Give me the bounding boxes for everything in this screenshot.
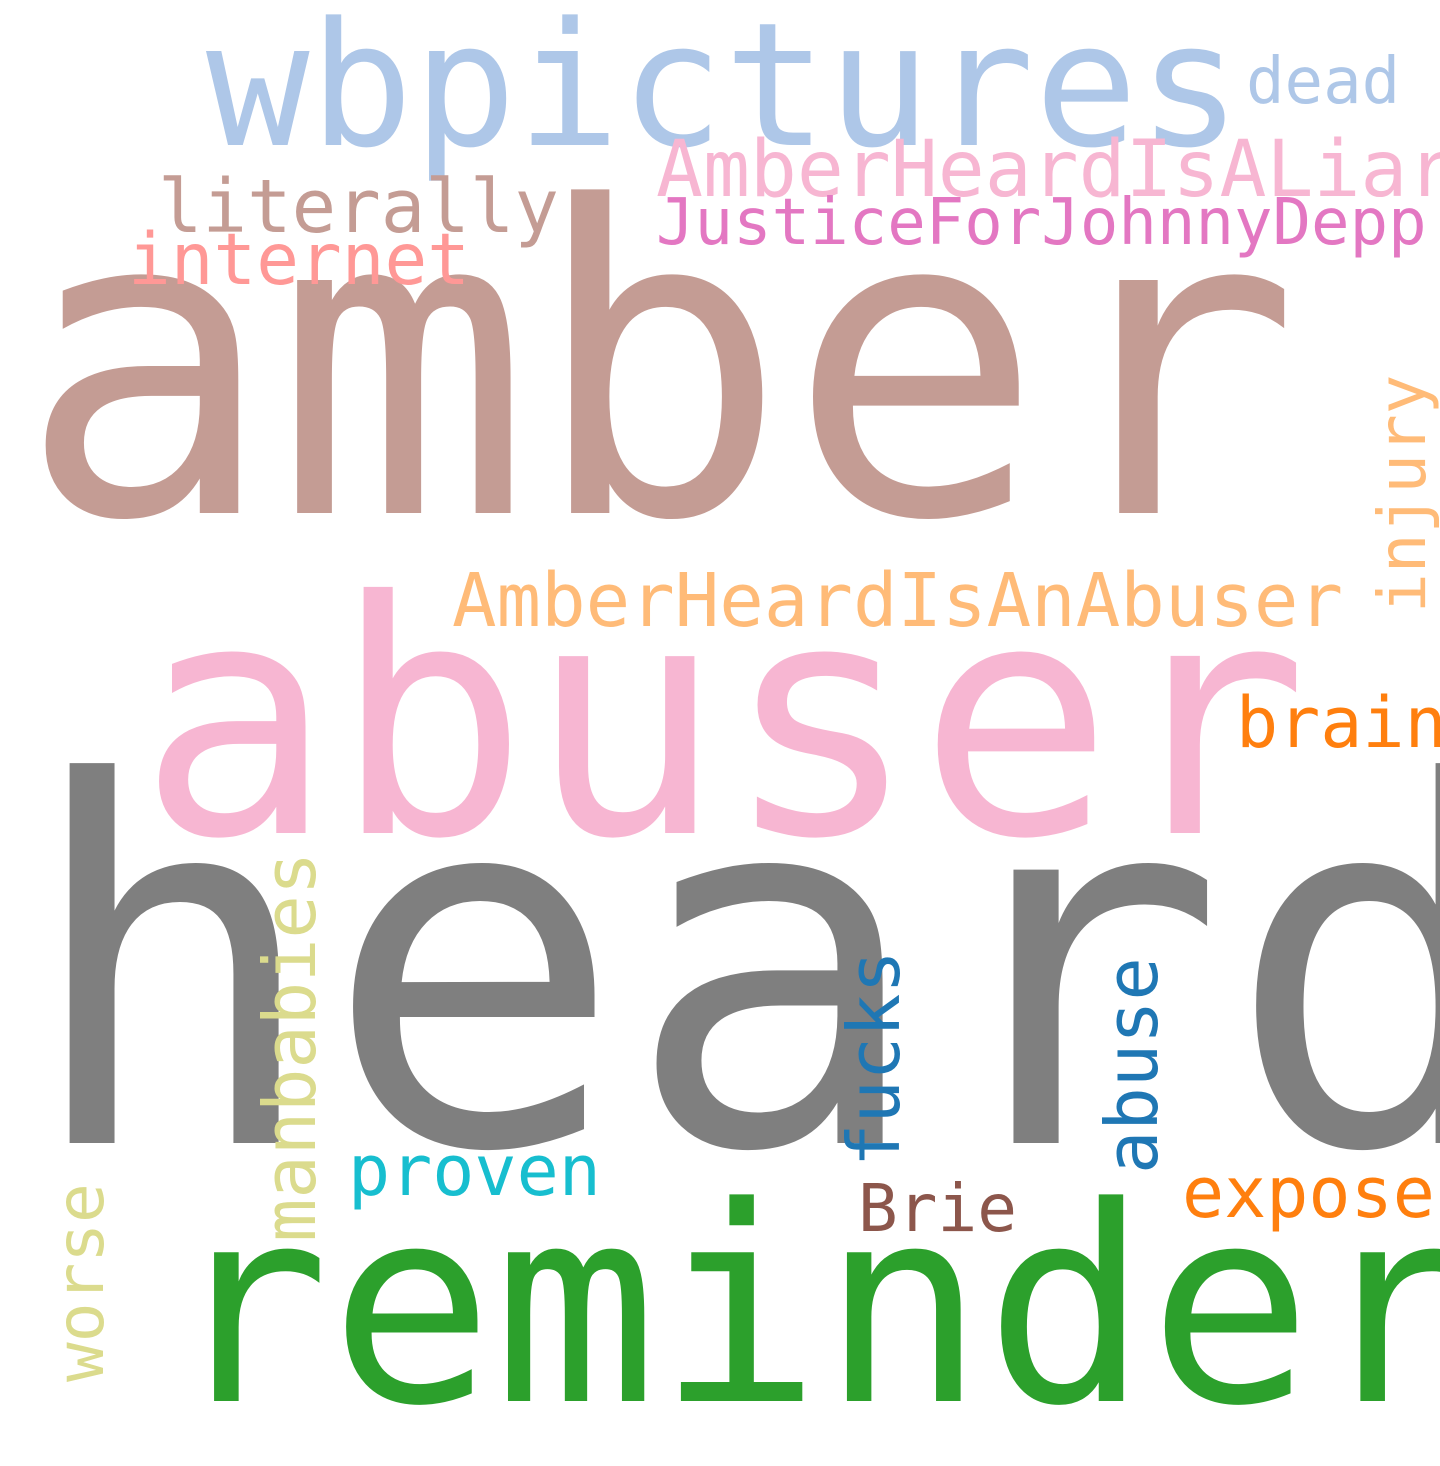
word-justiceforjohnnydepp: JusticeForJohnnyDepp xyxy=(656,186,1427,260)
word-brain: brain xyxy=(1236,682,1440,764)
word-expose: expose xyxy=(1182,1152,1435,1234)
word-brie: Brie xyxy=(858,1170,1017,1247)
word-worse: worse xyxy=(42,1183,119,1382)
word-heard: heard xyxy=(22,679,1440,1261)
word-fucks: fucks xyxy=(832,950,916,1167)
word-proven: proven xyxy=(348,1130,601,1212)
word-amber: amber xyxy=(18,119,1301,614)
word-wbpictures: wbpictures xyxy=(206,0,1242,186)
word-reminder: reminder xyxy=(166,1150,1440,1466)
word-internet: internet xyxy=(128,218,470,301)
word-abuse: abuse xyxy=(1090,957,1174,1174)
word-dead: dead xyxy=(1246,45,1401,119)
word-manbabies: manbabies xyxy=(248,851,332,1242)
word-amberheardisanabuser: AmberHeardIsAnAbuser xyxy=(452,558,1344,644)
word-abuser: abuser xyxy=(138,533,1309,910)
word-injury: injury xyxy=(1364,374,1440,613)
word-literally: literally xyxy=(158,164,559,250)
word-amberheardisaliar: AmberHeardIsALiar xyxy=(656,125,1440,215)
